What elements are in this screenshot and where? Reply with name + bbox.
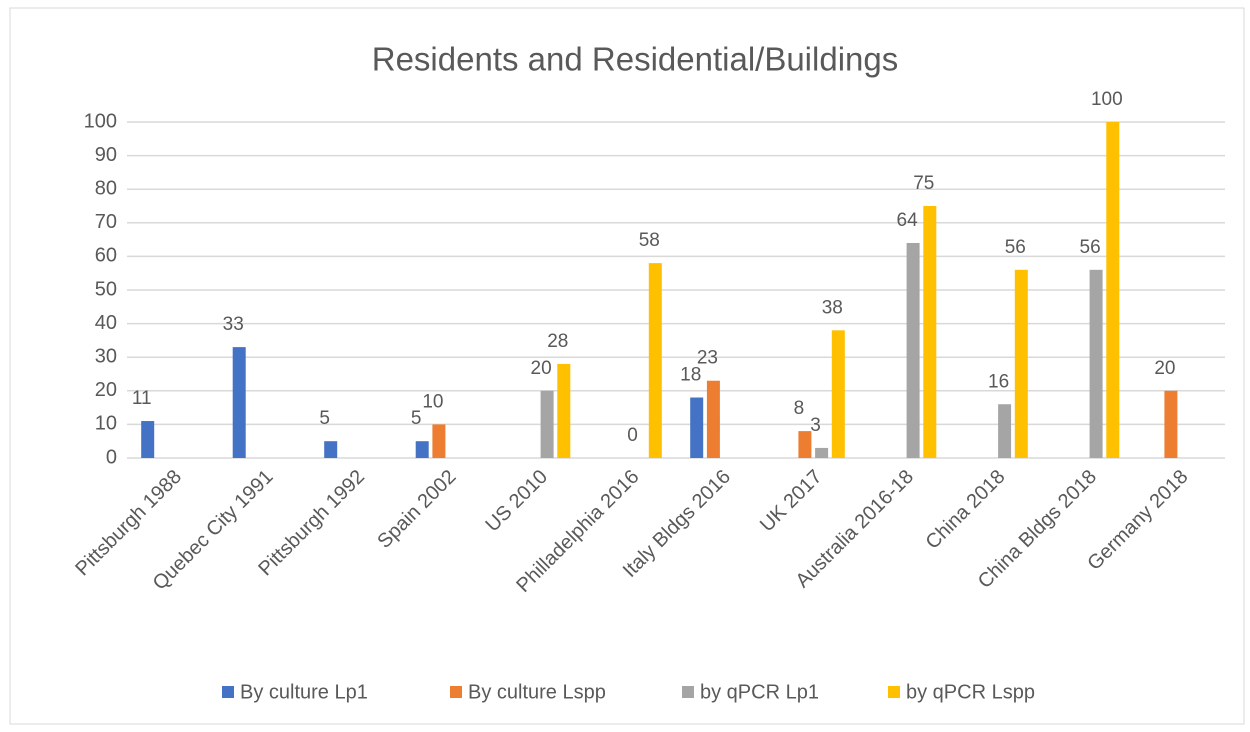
bar — [141, 421, 155, 458]
data-label: 11 — [132, 388, 152, 409]
data-label: 58 — [639, 230, 660, 251]
chart-title: Residents and Residential/Buildings — [372, 41, 899, 78]
data-label: 8 — [794, 398, 805, 419]
data-label: 23 — [697, 348, 718, 369]
bar — [798, 431, 812, 458]
legend-label: By culture Lp1 — [240, 681, 368, 703]
data-label: 0 — [627, 425, 638, 446]
y-tick-label: 0 — [106, 446, 117, 468]
chart-frame — [9, 7, 1245, 725]
y-tick-label: 60 — [95, 245, 117, 267]
y-tick-label: 90 — [95, 144, 117, 166]
bar — [690, 397, 704, 458]
data-label: 38 — [822, 297, 843, 318]
bar — [232, 347, 246, 458]
bar — [1014, 269, 1028, 458]
bar — [998, 404, 1012, 458]
bar — [815, 447, 829, 458]
data-label: 5 — [319, 408, 330, 429]
bar — [324, 441, 338, 458]
data-label: 20 — [531, 358, 552, 379]
legend-swatch — [682, 686, 694, 698]
data-label: 75 — [913, 173, 934, 194]
bar — [706, 380, 720, 458]
bar — [1089, 269, 1103, 458]
data-label: 3 — [810, 415, 821, 436]
y-tick-label: 40 — [95, 312, 117, 334]
y-tick-label: 30 — [95, 345, 117, 367]
y-tick-label: 80 — [95, 177, 117, 199]
bar — [831, 330, 845, 458]
y-tick-label: 70 — [95, 211, 117, 233]
bar — [415, 441, 429, 458]
data-label: 18 — [680, 365, 701, 386]
data-label: 56 — [1005, 237, 1026, 258]
data-label: 10 — [422, 391, 443, 412]
y-tick-label: 20 — [95, 379, 117, 401]
legend-label: by qPCR Lp1 — [700, 681, 819, 703]
y-tick-label: 10 — [95, 413, 117, 435]
legend-swatch — [222, 686, 234, 698]
bar — [923, 206, 937, 458]
data-label: 20 — [1154, 358, 1175, 379]
bar — [557, 363, 571, 458]
bar — [1106, 122, 1120, 458]
legend-swatch — [888, 686, 900, 698]
data-label: 56 — [1080, 237, 1101, 258]
legend-label: by qPCR Lspp — [906, 681, 1035, 703]
legend-label: By culture Lspp — [468, 681, 606, 703]
bar — [1164, 390, 1178, 458]
y-tick-label: 100 — [84, 110, 117, 132]
bar — [906, 242, 920, 458]
data-label: 16 — [988, 371, 1009, 392]
y-tick-label: 50 — [95, 278, 117, 300]
bar — [540, 390, 554, 458]
data-label: 64 — [897, 210, 919, 231]
legend-swatch — [450, 686, 462, 698]
data-label: 5 — [411, 408, 422, 429]
data-label: 28 — [547, 331, 568, 352]
bar — [648, 263, 662, 458]
data-label: 33 — [223, 314, 244, 335]
data-label: 100 — [1091, 89, 1123, 110]
bar — [432, 424, 446, 458]
